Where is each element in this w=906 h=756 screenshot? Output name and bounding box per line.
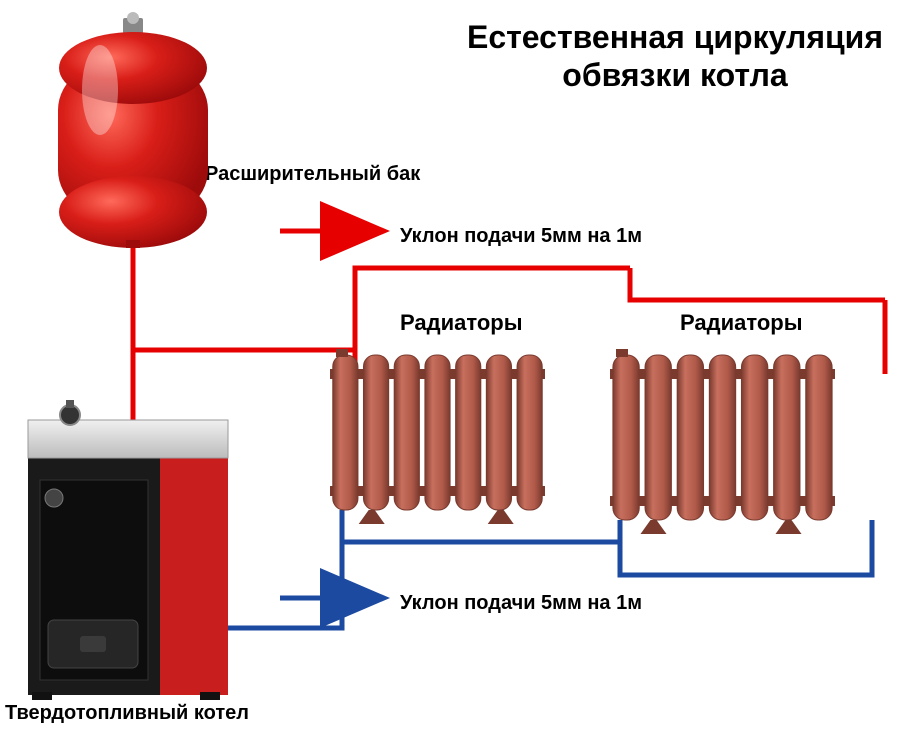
boiler (28, 400, 228, 700)
label-radiators-1: Радиаторы (400, 310, 523, 336)
radiator-2 (610, 349, 835, 534)
radiator-1 (330, 349, 545, 524)
diagram-title: Естественная циркуляция обвязки котла (460, 18, 890, 95)
label-boiler: Твердотопливный котел (5, 702, 249, 725)
title-line2: обвязки котла (562, 57, 787, 93)
expansion-tank (58, 12, 208, 248)
label-expansion-tank: Расширительный бак (205, 163, 420, 186)
title-line1: Естественная циркуляция (467, 19, 883, 55)
label-radiators-2: Радиаторы (680, 310, 803, 336)
label-return-slope: Уклон подачи 5мм на 1м (400, 592, 642, 615)
diagram-canvas (0, 0, 906, 756)
label-supply-slope: Уклон подачи 5мм на 1м (400, 225, 642, 248)
